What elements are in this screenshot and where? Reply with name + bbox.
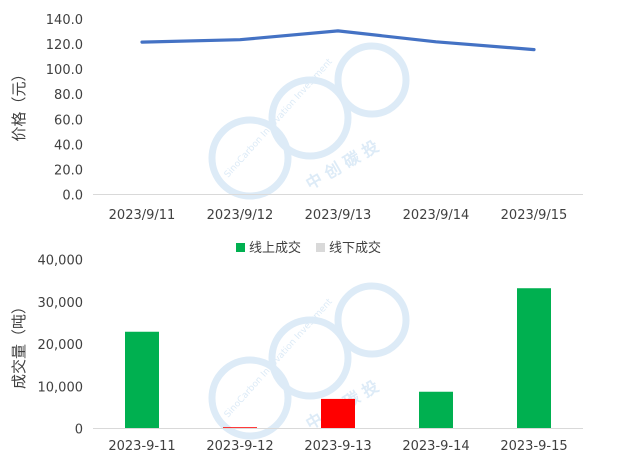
volume-y-tick-label: 30,000 — [38, 296, 84, 311]
volume-bar-2023-9-14 — [419, 391, 453, 429]
watermark-cjk-text: 中 创 碳 投 — [303, 137, 382, 194]
price-y-tick-label: 140.0 — [46, 13, 83, 28]
volume-bar-2023-9-15 — [517, 288, 551, 429]
volume-y-axis-label: 成交量（吨） — [10, 299, 28, 389]
price-x-tick-label: 2023/9/12 — [207, 208, 274, 223]
volume-y-ticks: 0 10,000 20,000 30,000 40,000 — [38, 254, 84, 438]
volume-x-tick-label: 2023-9-11 — [108, 439, 175, 454]
price-y-tick-label: 100.0 — [46, 63, 83, 78]
volume-y-tick-label: 0 — [75, 423, 83, 438]
price-x-tick-label: 2023/9/11 — [109, 208, 176, 223]
volume-y-tick-label: 20,000 — [38, 338, 84, 353]
volume-bar-2023-9-13 — [321, 398, 355, 429]
volume-x-tick-label: 2023-9-12 — [206, 439, 273, 454]
volume-bar-chart: 线上成交 线下成交 成交量（吨） 0 10,000 20,000 30,000 40,00… — [10, 240, 583, 454]
volume-x-tick-label: 2023-9-15 — [500, 439, 567, 454]
price-series-line — [140, 29, 536, 52]
volume-x-tick-label: 2023-9-14 — [402, 439, 469, 454]
price-y-axis-label: 价格（元） — [10, 66, 28, 141]
legend-swatch-2 — [316, 243, 325, 252]
watermark-ring — [334, 282, 410, 358]
legend-swatch-1 — [236, 243, 245, 252]
price-x-tick-label: 2023/9/15 — [501, 208, 568, 223]
price-line-chart: 价格（元） 0.0 20.0 40.0 60.0 80.0 100.0 120.0 140.0… — [10, 13, 583, 223]
volume-y-tick-label: 40,000 — [38, 254, 84, 269]
price-y-tick-label: 120.0 — [46, 38, 83, 53]
watermark-ring — [268, 316, 352, 400]
watermark-ring — [334, 42, 410, 118]
volume-x-tick-label: 2023-9-13 — [304, 439, 371, 454]
volume-y-tick-label: 10,000 — [38, 380, 84, 395]
price-y-tick-label: 0.0 — [62, 189, 83, 204]
price-y-tick-label: 40.0 — [54, 138, 83, 153]
price-y-tick-label: 80.0 — [54, 88, 83, 103]
watermark-ring — [208, 356, 292, 440]
legend-label-2: 线下成交 — [329, 240, 381, 256]
volume-bar-2023-9-11 — [125, 331, 159, 429]
volume-bars — [125, 288, 551, 429]
price-y-tick-label: 20.0 — [54, 163, 83, 178]
volume-bar-2023-9-12 — [223, 427, 257, 429]
legend-label-1: 线上成交 — [249, 240, 301, 256]
price-y-ticks: 0.0 20.0 40.0 60.0 80.0 100.0 120.0 140.0 — [46, 13, 83, 204]
price-x-tick-label: 2023/9/14 — [403, 208, 470, 223]
watermark-ring — [268, 76, 352, 160]
volume-x-ticks: 2023-9-11 2023-9-12 2023-9-13 2023-9-14 2023… — [108, 439, 567, 454]
price-x-ticks: 2023/9/11 2023/9/12 2023/9/13 2023/9/14 2023… — [109, 208, 568, 223]
price-x-tick-label: 2023/9/13 — [305, 208, 372, 223]
price-y-tick-label: 60.0 — [54, 113, 83, 128]
watermark-ring — [208, 116, 292, 200]
volume-legend: 线上成交 线下成交 — [236, 240, 381, 256]
